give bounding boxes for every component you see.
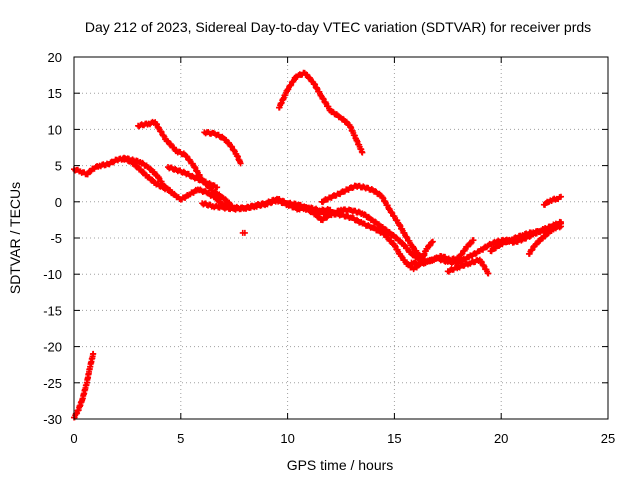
series-trace: [196, 186, 209, 196]
x-tick-label: 0: [70, 431, 77, 446]
y-tick-label: -15: [43, 303, 62, 318]
data-point: [359, 149, 366, 156]
y-tick-label: 20: [48, 50, 62, 65]
series-arc-9: [276, 69, 366, 156]
series-arc-16: [525, 220, 565, 257]
x-tick-label: 25: [601, 431, 615, 446]
series-arc-6: [201, 129, 244, 167]
series-arc-1: [71, 350, 97, 421]
series-trace: [310, 80, 325, 99]
y-tick-label: 15: [48, 86, 62, 101]
series-trace: [417, 247, 429, 267]
y-tick-label: 5: [55, 159, 62, 174]
series-arc-12: [408, 238, 436, 268]
series-trace: [381, 226, 397, 239]
x-axis-label: GPS time / hours: [287, 457, 394, 473]
series-trace: [379, 194, 393, 213]
data-point: [485, 270, 492, 277]
series-trace: [381, 230, 397, 248]
y-axis-label: SDTVAR / TECUs: [7, 182, 23, 294]
data-point: [558, 193, 565, 200]
series-trace: [84, 365, 93, 386]
data-point: [237, 160, 244, 167]
series-arc-3: [120, 155, 174, 194]
series-trace: [541, 198, 553, 208]
data-point: [558, 220, 565, 227]
y-tick-label: -5: [50, 231, 62, 246]
series-trace: [371, 218, 386, 231]
series-arc-14: [444, 256, 492, 277]
chart-title: Day 212 of 2023, Sidereal Day-to-day VTE…: [85, 19, 591, 35]
series-trace: [477, 258, 491, 277]
series-trace: [371, 188, 384, 199]
series-arc-13: [421, 237, 477, 267]
y-tick-label: -20: [43, 340, 62, 355]
series-trace: [285, 74, 299, 93]
series-trace: [129, 160, 141, 170]
series-trace: [182, 153, 196, 167]
series-trace: [163, 137, 179, 155]
series-trace: [349, 214, 365, 226]
series-trace: [347, 123, 359, 142]
axes: 0 5 10 15 20 25 -30 -25 -20 -15 -10 -5 0 5 10 15 20: [43, 50, 615, 446]
plot-frame: [73, 56, 609, 420]
data-point: [241, 229, 248, 236]
series-trace: [153, 180, 166, 191]
series-arc-7: [199, 197, 334, 215]
series-trace: [541, 227, 555, 240]
data-point: [214, 184, 221, 191]
data-point: [167, 187, 174, 194]
x-tick-label: 5: [177, 431, 184, 446]
series-arc-11: [318, 182, 426, 262]
series-trace: [533, 234, 546, 248]
y-tick-label: -25: [43, 376, 62, 391]
x-tick-label: 15: [387, 431, 401, 446]
series-trace: [319, 95, 333, 114]
series-trace: [477, 243, 491, 253]
series-trace: [371, 224, 386, 236]
data-point: [327, 206, 334, 213]
series-trace: [353, 137, 365, 155]
series-trace: [555, 194, 563, 203]
series-arc-17: [540, 193, 565, 208]
data-point: [90, 350, 97, 357]
grid-lines: [74, 57, 608, 419]
series-trace: [75, 397, 86, 414]
y-tick-label: -10: [43, 267, 62, 282]
x-tick-label: 20: [494, 431, 508, 446]
series-trace: [79, 381, 90, 402]
data-point: [429, 238, 436, 245]
series-arc-5: [164, 164, 221, 191]
y-tick-label: 10: [48, 122, 62, 137]
y-tick-label: -30: [43, 412, 62, 427]
x-tick-label: 10: [280, 431, 294, 446]
data-point: [470, 237, 477, 244]
data-series: [71, 69, 565, 421]
series-trace: [456, 243, 470, 262]
series-trace: [221, 136, 233, 147]
series-trace: [396, 221, 408, 237]
series-arc-8: [239, 229, 248, 236]
series-trace: [409, 243, 421, 256]
series-trace: [387, 209, 401, 226]
y-tick-label: 0: [55, 195, 62, 210]
series-trace: [400, 241, 414, 256]
series-trace: [276, 87, 291, 111]
